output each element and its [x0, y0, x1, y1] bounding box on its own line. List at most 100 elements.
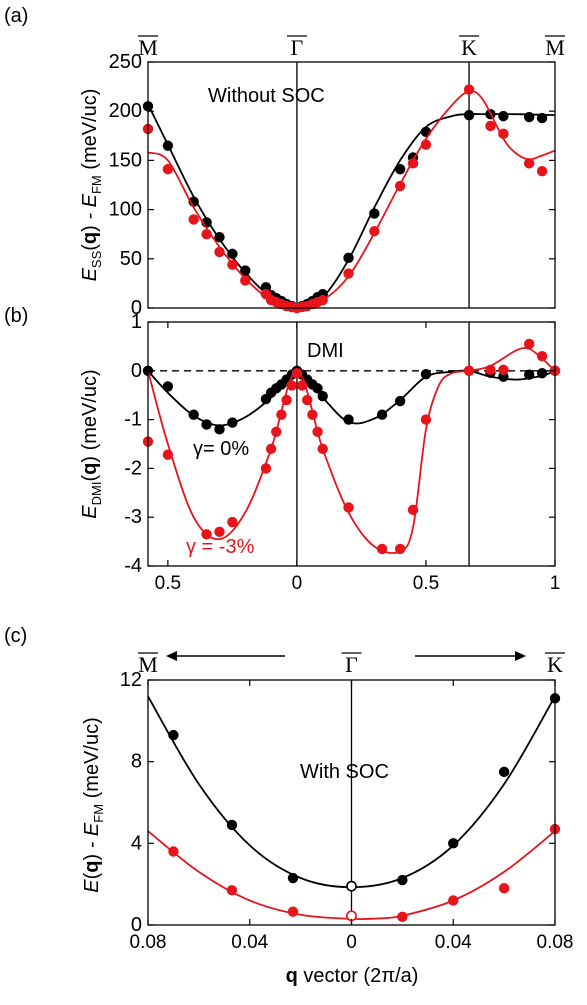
x-tick-label: 0 [292, 573, 303, 594]
data-point-black [376, 409, 388, 420]
y-label-unit: (meV/uc) [81, 717, 103, 804]
data-point-red [240, 275, 251, 286]
data-point-black [394, 395, 406, 407]
y-label-paren: ) [81, 854, 103, 861]
data-point-red [286, 380, 297, 391]
panel-label-a: (a) [4, 5, 28, 27]
data-point-black [498, 110, 509, 122]
data-point-black [287, 872, 299, 884]
annotation-dmi: DMI [307, 340, 344, 362]
data-point-red [227, 516, 238, 528]
y-label-minus: - E [79, 193, 101, 225]
data-point-black [201, 419, 212, 430]
data-point-red [394, 180, 406, 192]
symmetry-point-label: Γ [345, 652, 358, 677]
series-curve-red [148, 347, 555, 554]
data-point-red [271, 426, 282, 437]
data-point-black [227, 417, 238, 428]
data-point-red [485, 120, 496, 132]
y-label-vector: q [79, 232, 101, 244]
y-tick-label: 150 [109, 149, 142, 171]
y-tick-label: 200 [109, 100, 142, 122]
data-point-black [448, 838, 459, 849]
y-label-symbol: E [79, 267, 101, 281]
data-point-black [498, 766, 510, 778]
data-point-black [214, 231, 225, 243]
data-point-black [397, 874, 408, 886]
data-point-black [536, 368, 548, 379]
y-label-symbol: E [79, 505, 101, 519]
data-point-red [287, 906, 299, 917]
y-label-unit: (meV/uc) [79, 369, 101, 456]
data-point-black [227, 248, 238, 260]
y-axis-label: E(q) - EFM (meV/uc) [81, 717, 106, 893]
y-label-minus: - E [81, 822, 103, 854]
data-point-red [485, 364, 496, 376]
y-axis-label: EDMI(q) (meV/uc) [79, 369, 104, 518]
data-point-black [463, 109, 475, 121]
y-label-paren: ) [79, 225, 101, 232]
data-point-red [312, 426, 323, 437]
data-point-red [397, 911, 408, 923]
y-tick-label: 4 [131, 832, 142, 854]
data-point-red [498, 364, 509, 376]
y-tick-label: 1 [131, 311, 142, 333]
data-point-black [226, 819, 238, 831]
data-point-red [214, 246, 225, 258]
data-point-black [168, 729, 179, 741]
y-axis-label: ESS(q) - EFM (meV/uc) [79, 89, 104, 282]
data-point-red [260, 463, 272, 474]
y-tick-label: 50 [120, 248, 142, 270]
data-point-black [312, 383, 323, 394]
data-point-red [343, 268, 354, 279]
data-point-red [498, 883, 510, 894]
data-point-red [420, 414, 432, 425]
data-point-open-black [346, 880, 357, 892]
plot-frame-b [147, 321, 556, 567]
y-label-vector: q [81, 861, 103, 873]
y-tick-label: -1 [124, 409, 142, 431]
data-point-red [296, 380, 308, 391]
symmetry-point-label: M [545, 35, 565, 60]
data-point-red [226, 885, 238, 896]
data-point-red [420, 139, 432, 150]
data-point-black [162, 140, 174, 151]
y-label-paren: ( [79, 244, 101, 251]
data-point-red [291, 368, 303, 379]
data-point-red [162, 449, 174, 460]
y-label-subscript-fm: FM [89, 175, 104, 194]
y-tick-label: 12 [120, 669, 142, 691]
y-tick-label: 0 [131, 360, 142, 382]
data-point-red [162, 164, 174, 175]
y-label-paren: ) [79, 456, 101, 463]
y-tick-label: -3 [124, 506, 142, 528]
data-point-black [317, 390, 328, 402]
annotation-with-soc: With SOC [300, 761, 389, 783]
data-point-red [168, 846, 179, 857]
data-point-red [463, 84, 475, 95]
data-point-red [407, 504, 419, 516]
data-point-red [281, 394, 292, 406]
y-tick-label: 100 [109, 199, 142, 221]
plot-frame-a [147, 61, 556, 309]
symmetry-point-label: M [138, 652, 158, 677]
data-point-red [214, 526, 225, 538]
x-label-vector: q [286, 965, 298, 987]
legend-gamma-0: γ= 0% [193, 438, 249, 460]
symmetry-point-label: Γ [291, 35, 304, 60]
data-point-black [343, 414, 354, 425]
panel-label-b: (b) [4, 305, 28, 327]
data-point-red [201, 229, 212, 240]
x-tick-label: 0.5 [413, 573, 439, 594]
data-point-black [523, 369, 535, 380]
y-label-symbol: E [81, 879, 103, 893]
x-tick-label: 0.04 [231, 932, 268, 953]
data-point-red [523, 338, 535, 350]
data-point-black [420, 369, 432, 380]
data-point-red [188, 214, 199, 225]
y-label-unit: (meV/uc) [79, 89, 101, 176]
y-label-subscript-fm: FM [91, 804, 106, 823]
data-point-black [162, 381, 174, 392]
symmetry-point-label: K [547, 652, 563, 677]
y-label-subscript: DMI [89, 482, 104, 506]
